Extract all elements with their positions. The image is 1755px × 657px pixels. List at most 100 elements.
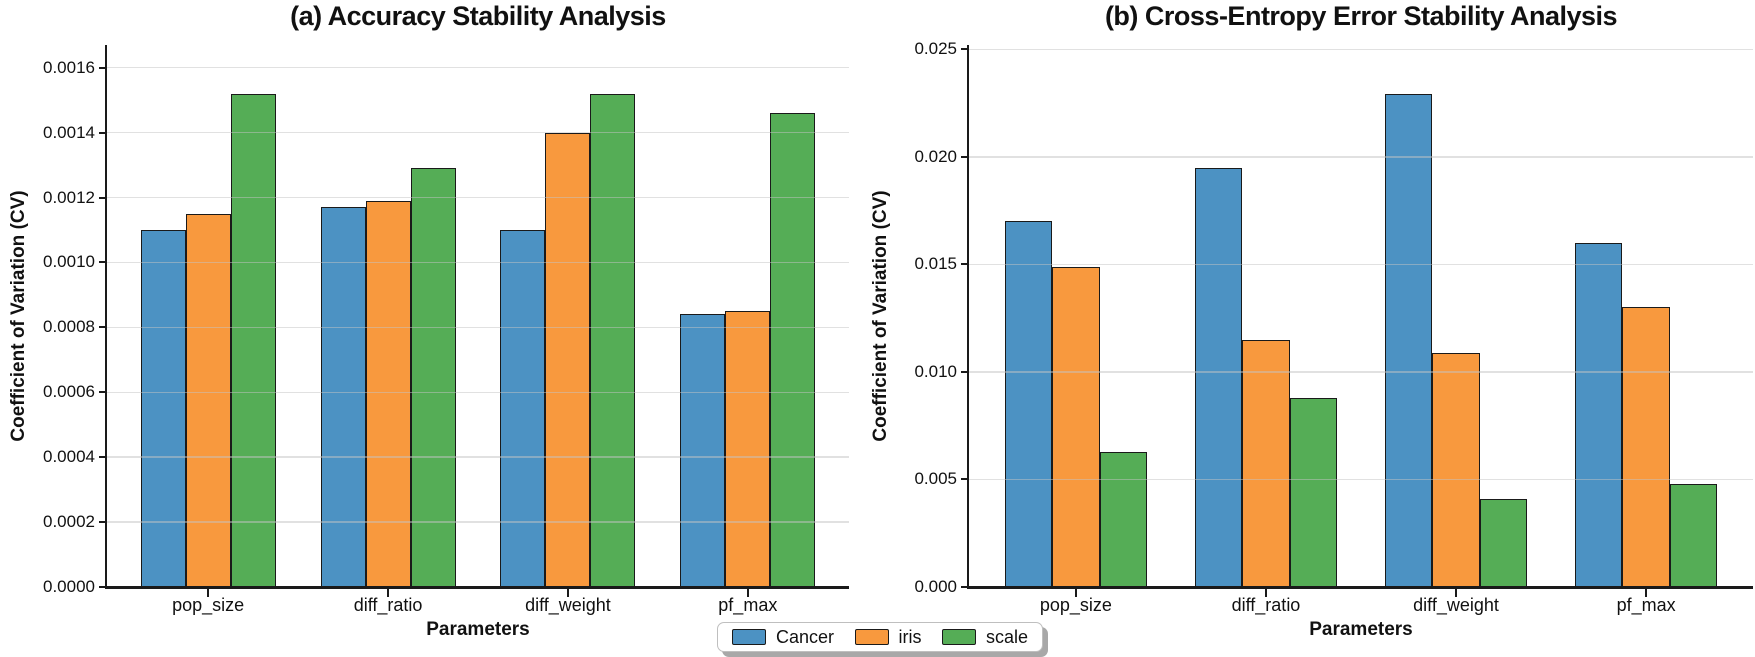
bar-iris-diff_ratio bbox=[365, 200, 411, 587]
bar-cancer-pf_max bbox=[680, 314, 726, 587]
bar-cancer-diff_weight bbox=[1384, 94, 1433, 587]
x-axis-spine bbox=[105, 586, 849, 589]
x-axis-label-b: Parameters bbox=[1309, 619, 1413, 640]
y-tick-label: 0.025 bbox=[914, 39, 957, 59]
y-tick-mark bbox=[961, 478, 969, 481]
y-tick-mark bbox=[99, 521, 107, 524]
x-tick-mark bbox=[387, 589, 390, 597]
gridline bbox=[969, 48, 1753, 51]
gridline bbox=[969, 371, 1753, 373]
gridline bbox=[107, 131, 849, 134]
bar-scale-diff_ratio bbox=[410, 168, 456, 587]
gridline bbox=[107, 66, 849, 69]
x-tick-label: pf_max bbox=[718, 595, 778, 615]
y-tick-mark bbox=[961, 155, 969, 158]
y-tick-label: 0.010 bbox=[914, 361, 957, 381]
bar-scale-pf_max bbox=[770, 113, 816, 587]
legend-item-iris: iris bbox=[854, 626, 922, 648]
bar-iris-pf_max bbox=[725, 311, 771, 587]
y-tick-mark bbox=[99, 261, 107, 264]
bar-iris-diff_weight bbox=[545, 132, 591, 587]
y-tick-mark bbox=[99, 326, 107, 329]
legend-label-cancer: Cancer bbox=[776, 626, 835, 647]
x-tick-mark bbox=[1074, 589, 1077, 597]
gridline bbox=[107, 521, 849, 523]
bar-scale-diff_ratio bbox=[1289, 397, 1338, 587]
x-tick-label: diff_ratio bbox=[1231, 595, 1301, 615]
x-axis-spine bbox=[967, 586, 1753, 589]
bar-scale-diff_weight bbox=[590, 93, 636, 587]
y-tick-mark bbox=[99, 66, 107, 69]
legend-item-cancer: Cancer bbox=[732, 627, 834, 648]
y-tick-mark bbox=[99, 586, 107, 588]
y-tick-mark bbox=[961, 370, 969, 373]
y-tick-label: 0.0008 bbox=[43, 317, 95, 337]
bar-scale-pf_max bbox=[1669, 483, 1718, 587]
gridline bbox=[107, 196, 849, 199]
bar-iris-pf_max bbox=[1622, 307, 1670, 587]
gridline bbox=[107, 456, 849, 458]
bar-cancer-diff_weight bbox=[500, 229, 546, 587]
bar-cancer-pf_max bbox=[1574, 242, 1623, 587]
x-tick-mark bbox=[207, 589, 210, 597]
y-tick-label: 0.0010 bbox=[43, 252, 95, 272]
bar-iris-diff_ratio bbox=[1242, 339, 1290, 587]
chart-title-a: (a) Accuracy Stability Analysis bbox=[290, 1, 666, 31]
x-tick-label: diff_ratio bbox=[353, 595, 423, 615]
x-tick-label: diff_weight bbox=[525, 595, 611, 615]
bar-iris-pop_size bbox=[1052, 266, 1100, 587]
y-tick-label: 0.020 bbox=[914, 146, 957, 166]
y-tick-label: 0.0002 bbox=[43, 512, 95, 532]
legend-swatch-scale-icon bbox=[941, 629, 976, 645]
bar-cancer-pop_size bbox=[1004, 221, 1053, 587]
chart-title-b: (b) Cross-Entropy Error Stability Analys… bbox=[1104, 1, 1618, 31]
y-tick-mark bbox=[99, 456, 107, 459]
bar-iris-pop_size bbox=[185, 213, 231, 587]
gridline bbox=[969, 263, 1753, 266]
y-axis-label-b: Coefficient of Variation (CV) bbox=[870, 190, 891, 442]
y-axis-spine bbox=[967, 45, 969, 587]
x-tick-mark bbox=[566, 589, 569, 597]
y-tick-label: 0.0004 bbox=[43, 447, 95, 467]
legend-label-scale: scale bbox=[985, 626, 1028, 647]
bar-scale-pop_size bbox=[230, 93, 276, 587]
x-tick-label: pop_size bbox=[1039, 595, 1112, 615]
y-tick-mark bbox=[961, 586, 969, 588]
y-axis-label-a: Coefficient of Variation (CV) bbox=[8, 190, 29, 442]
y-tick-label: 0.0006 bbox=[43, 382, 95, 402]
y-tick-mark bbox=[99, 196, 107, 199]
bar-cancer-pop_size bbox=[140, 229, 186, 587]
y-tick-label: 0.0016 bbox=[43, 57, 95, 77]
legend-item-scale: scale bbox=[941, 626, 1028, 648]
gridline bbox=[969, 478, 1753, 481]
gridline bbox=[107, 326, 849, 329]
x-tick-mark bbox=[1645, 589, 1648, 597]
legend: Cancer iris scale bbox=[717, 622, 1043, 652]
y-tick-label: 0.0012 bbox=[43, 187, 95, 207]
y-tick-label: 0.015 bbox=[914, 254, 957, 274]
y-tick-label: 0.005 bbox=[914, 469, 957, 489]
y-tick-mark bbox=[961, 263, 969, 266]
legend-swatch-cancer-icon bbox=[732, 629, 766, 645]
y-axis-spine bbox=[105, 45, 107, 587]
y-tick-label: 0.000 bbox=[914, 577, 957, 596]
x-tick-mark bbox=[1455, 589, 1458, 597]
gridline bbox=[969, 156, 1753, 158]
legend-label-iris: iris bbox=[898, 626, 922, 647]
x-tick-mark bbox=[746, 589, 749, 597]
gridline bbox=[107, 261, 849, 264]
bar-scale-diff_weight bbox=[1479, 498, 1528, 587]
x-tick-label: pf_max bbox=[1616, 595, 1676, 615]
bar-cancer-diff_ratio bbox=[1194, 167, 1243, 587]
x-tick-mark bbox=[1264, 589, 1267, 597]
y-tick-mark bbox=[99, 131, 107, 134]
legend-swatch-iris-icon bbox=[854, 629, 889, 645]
y-tick-label: 0.0014 bbox=[43, 122, 95, 142]
bar-iris-diff_weight bbox=[1432, 352, 1480, 587]
bar-scale-pop_size bbox=[1099, 451, 1148, 587]
y-tick-mark bbox=[961, 48, 969, 51]
x-tick-label: pop_size bbox=[172, 595, 245, 615]
